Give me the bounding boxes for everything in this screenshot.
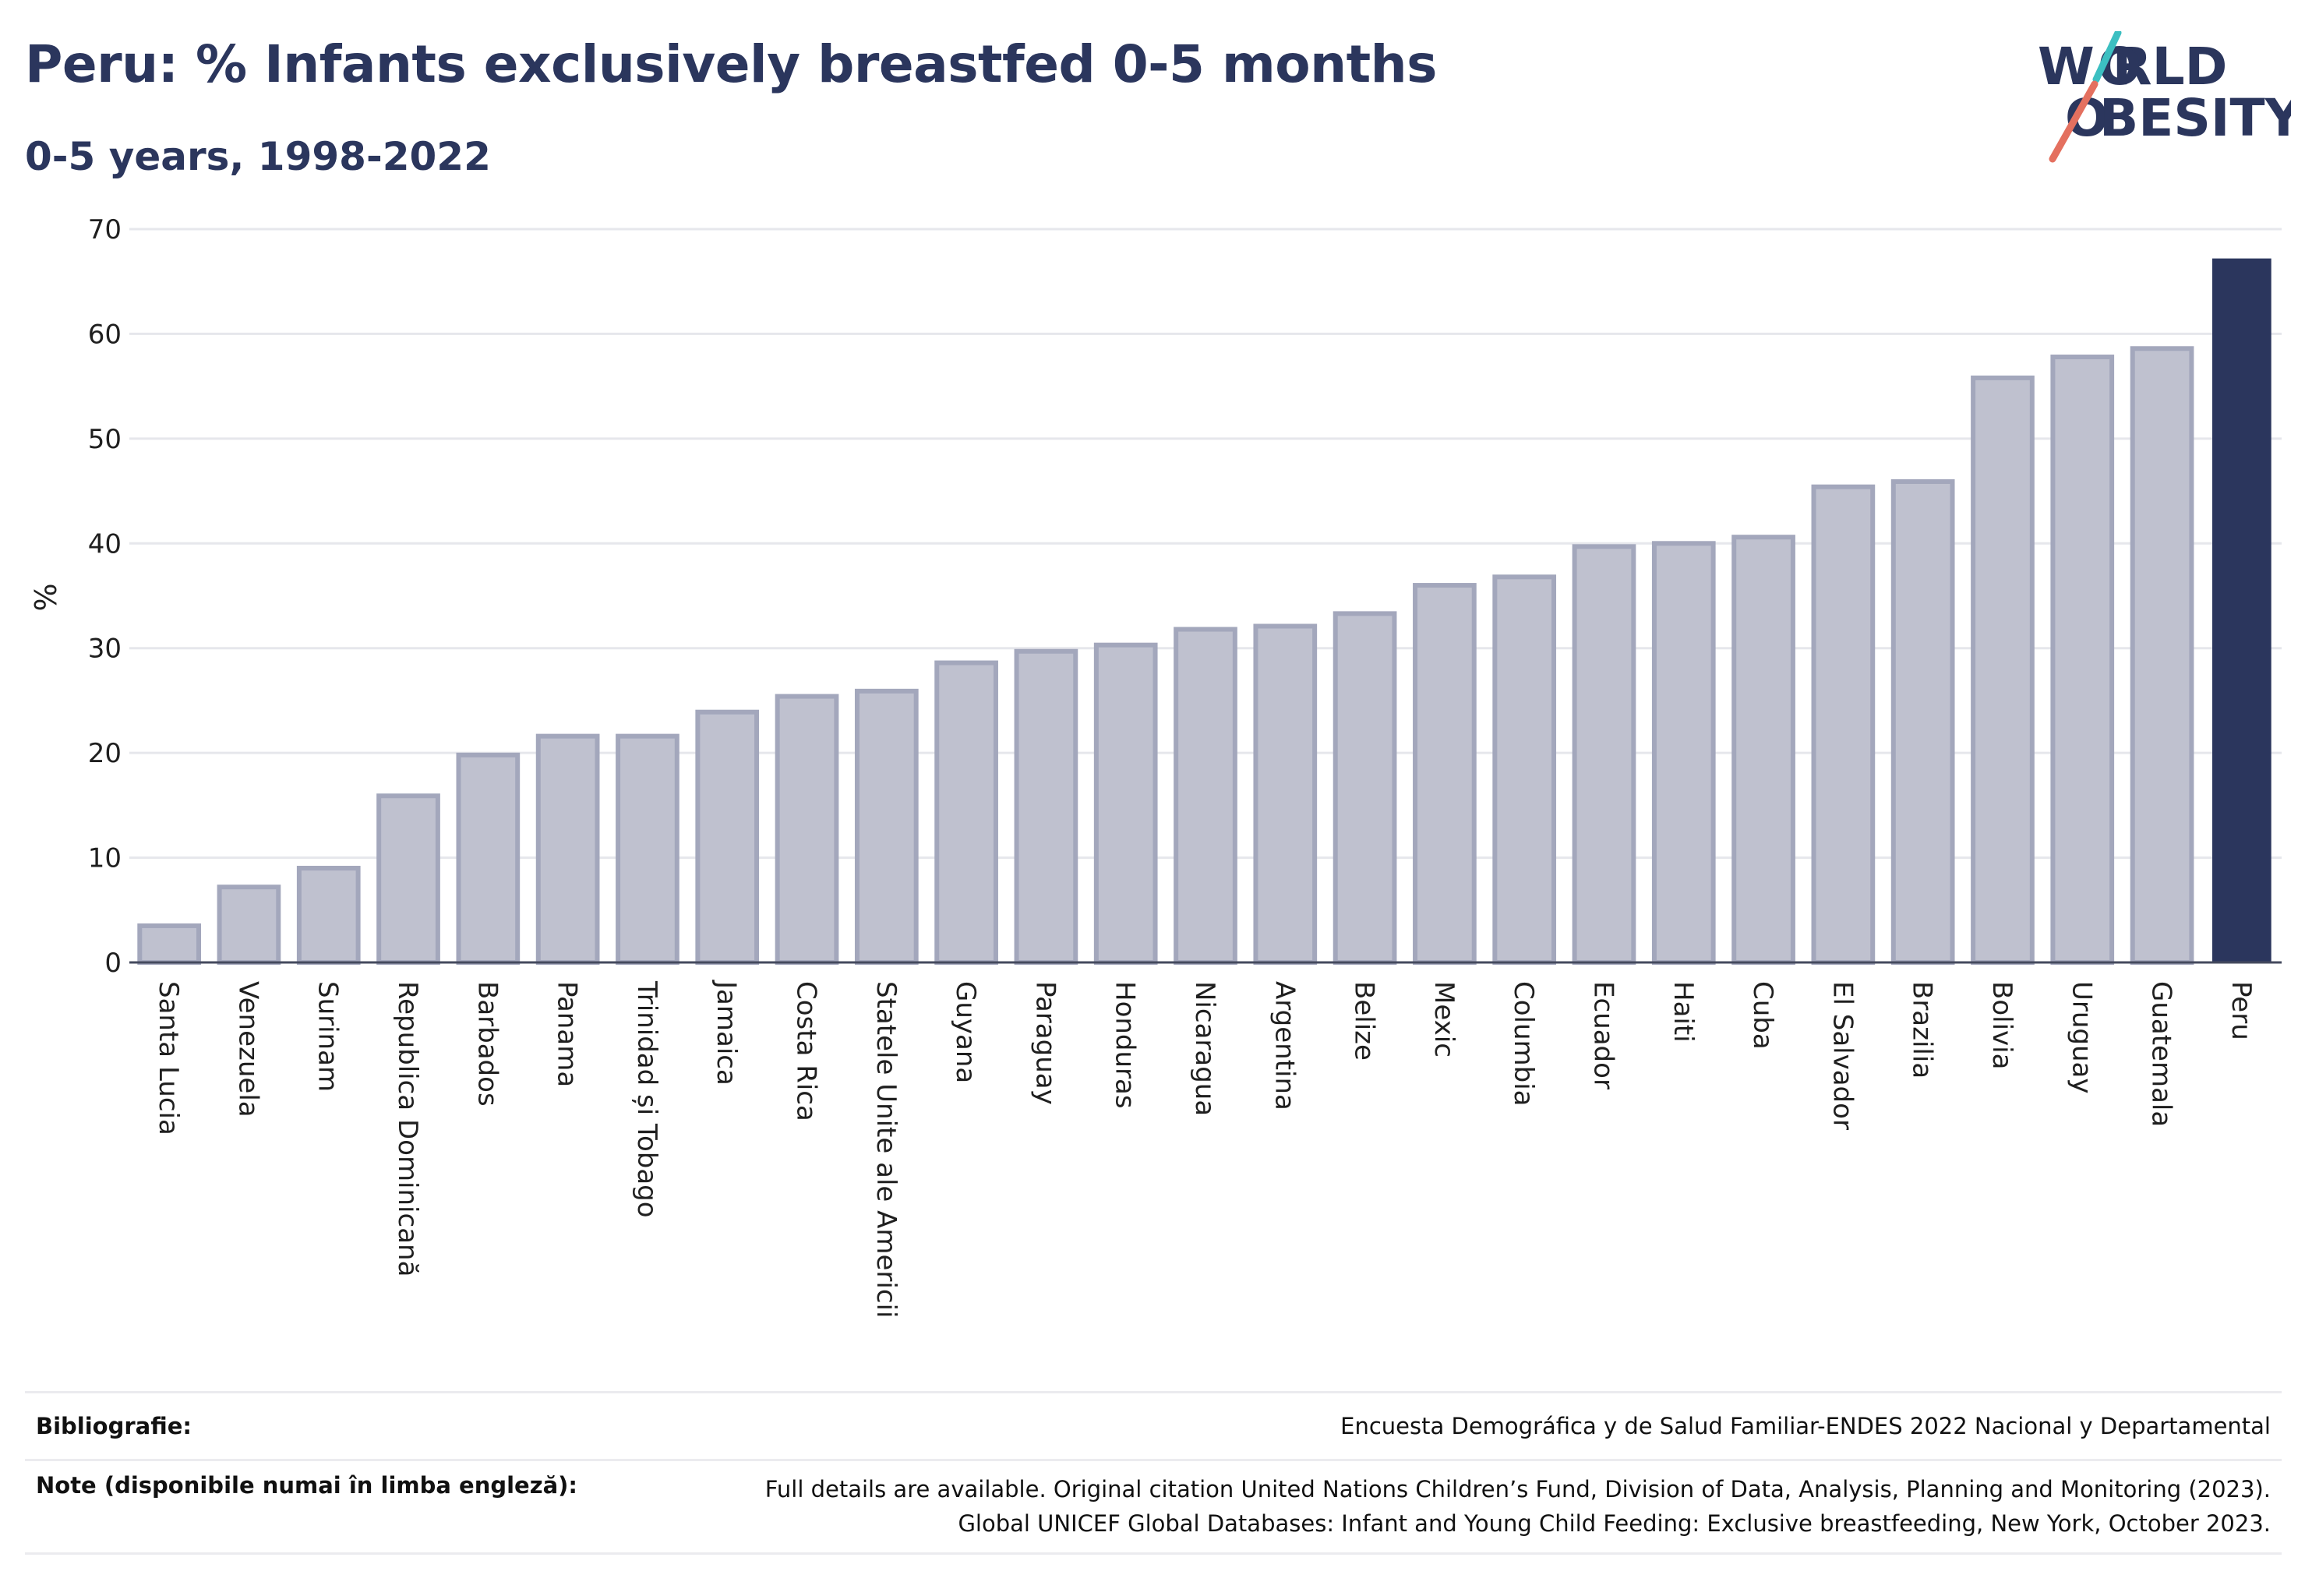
y-tick-label: 40	[88, 528, 122, 560]
x-tick-label: Brazilia	[1907, 981, 1938, 1079]
bar-chart: 0 10 20 30 40 50 60 70% Santa Lucia Venezuela Suri…	[29, 214, 2282, 1318]
x-tick-label: Honduras	[1110, 981, 1141, 1109]
bar-costa-rica	[775, 694, 839, 966]
x-tick-label: Haiti	[1668, 981, 1699, 1043]
x-tick-label: Belize	[1349, 981, 1380, 1061]
bar-panama	[535, 733, 600, 965]
y-tick-label: 30	[88, 634, 122, 665]
x-tick-label: Mexic	[1428, 981, 1460, 1058]
bar-uruguay	[2050, 355, 2115, 965]
bibliography-value: Encuesta Demográfica y de Salud Familiar…	[1340, 1413, 2271, 1439]
x-tick-label: Panama	[552, 981, 583, 1087]
x-tick-label: Trinidad și Tobago	[631, 980, 662, 1218]
notes-line-2: Global UNICEF Global Databases: Infant a…	[958, 1510, 2271, 1537]
x-tick-label: Costa Rica	[791, 981, 822, 1121]
labels: 0 10 20 30 40 50 60 70% Santa Lucia Venezuela Suri…	[29, 214, 2257, 1318]
y-tick-label: 0	[104, 948, 122, 979]
bar-peru	[2212, 258, 2271, 962]
bar-republica-dominican-	[376, 793, 440, 965]
bar-el-salvador	[1811, 484, 1876, 965]
x-tick-label: Guatemala	[2146, 981, 2177, 1127]
chart-subtitle: 0-5 years, 1998-2022	[25, 134, 491, 179]
logo-slash-teal	[2092, 31, 2122, 83]
x-tick-label: Barbados	[471, 981, 503, 1107]
logo-text-world: W RLD	[2038, 37, 2227, 97]
bar-jamaica	[695, 709, 760, 965]
bar-statele-unite-ale-americii	[854, 688, 919, 966]
x-tick-label: Peru	[2226, 981, 2257, 1040]
world-obesity-logo: W RLD O O BESITY	[2038, 31, 2291, 163]
x-tick-label: Jamaica	[711, 980, 742, 1086]
notes-label: Note (disponibile numai în limba engleză…	[36, 1472, 578, 1499]
bar-guyana	[934, 660, 998, 966]
x-tick-label: Surinam	[312, 981, 344, 1092]
bar-santa-lucia	[137, 923, 201, 965]
x-tick-label: Argentina	[1269, 981, 1300, 1110]
x-tick-label: Columbia	[1508, 981, 1539, 1107]
y-tick-label: 20	[88, 738, 122, 769]
x-tick-label: Paraguay	[1029, 981, 1061, 1105]
bar-haiti	[1651, 541, 1716, 965]
y-axis-label: %	[29, 583, 63, 611]
logo-text-obesity: BESITY	[2099, 88, 2291, 148]
x-tick-label: El Salvador	[1827, 981, 1858, 1130]
x-tick-label: Cuba	[1747, 981, 1778, 1050]
y-tick-label: 50	[88, 424, 122, 455]
x-tick-label: Uruguay	[2066, 981, 2097, 1094]
bar-bolivia	[1971, 375, 2035, 966]
y-tick-label: 70	[88, 214, 122, 245]
bar-columbia	[1492, 574, 1557, 965]
footer: Bibliografie: Encuesta Demográfica y de …	[25, 1391, 2282, 1555]
x-tick-label: Guyana	[950, 981, 981, 1083]
x-tick-label: Republica Dominicană	[392, 981, 423, 1276]
bar-venezuela	[217, 885, 281, 965]
x-tick-label: Santa Lucia	[153, 981, 184, 1135]
y-tick-label: 60	[88, 319, 122, 350]
bar-brazilia	[1890, 478, 1955, 965]
bar-trinidad-i-tobago	[616, 733, 679, 965]
footer-bibliography-row: Bibliografie: Encuesta Demográfica y de …	[25, 1391, 2282, 1459]
notes-value: Full details are available. Original cit…	[765, 1472, 2282, 1541]
bar-ecuador	[1572, 544, 1636, 965]
bars	[137, 258, 2271, 966]
logo-slash-coral	[2049, 80, 2099, 163]
x-tick-label: Nicaragua	[1189, 981, 1220, 1116]
x-tick-label: Bolivia	[1986, 981, 2017, 1069]
bar-mexic	[1413, 583, 1477, 965]
bar-honduras	[1093, 642, 1158, 966]
bar-cuba	[1731, 535, 1795, 965]
chart-title: Peru: % Infants exclusively breastfed 0-…	[25, 34, 1437, 94]
bar-paraguay	[1014, 648, 1078, 965]
bar-guatemala	[2130, 346, 2194, 965]
bibliography-label: Bibliografie:	[36, 1413, 192, 1439]
bar-surinam	[296, 866, 361, 965]
x-tick-label: Statele Unite ale Americii	[870, 981, 902, 1318]
x-tick-label: Venezuela	[232, 981, 263, 1118]
x-tick-label: Ecuador	[1587, 981, 1618, 1089]
bar-argentina	[1253, 623, 1318, 966]
y-tick-label: 10	[88, 843, 122, 874]
bar-belize	[1333, 611, 1397, 965]
footer-notes-row: Note (disponibile numai în limba engleză…	[25, 1459, 2282, 1555]
bar-nicaragua	[1174, 627, 1237, 965]
notes-line-1: Full details are available. Original cit…	[764, 1476, 2271, 1502]
bar-barbados	[456, 752, 521, 965]
